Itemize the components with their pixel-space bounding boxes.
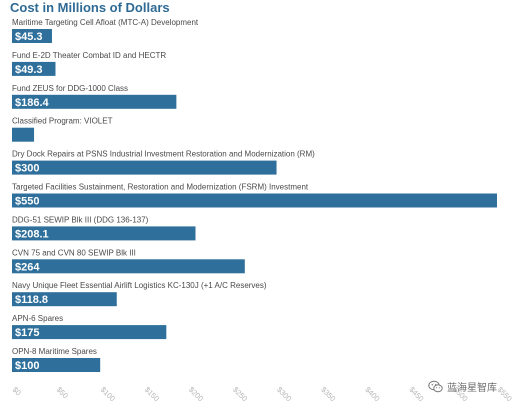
bar <box>12 325 167 340</box>
bar-value-label: $186.4 <box>15 97 50 109</box>
x-tick-label: $400 <box>363 385 381 403</box>
bar <box>12 226 196 241</box>
category-label: Maritime Targeting Cell Afloat (MTC-A) D… <box>12 18 199 27</box>
bar <box>12 259 245 274</box>
bar-value-label: $118.8 <box>15 294 48 306</box>
x-tick-label: $100 <box>99 385 117 403</box>
bar <box>12 29 52 43</box>
watermark-text: 蓝海星智库 <box>447 383 497 394</box>
bar-value-label: $49.3 <box>15 64 43 76</box>
category-label: DDG-51 SEWIP Blk III (DDG 136-137) <box>12 215 149 224</box>
bar <box>12 127 35 142</box>
bar <box>12 94 177 109</box>
bar <box>12 292 117 307</box>
category-label: Targeted Facilities Sustainment, Restora… <box>12 183 309 192</box>
category-label: APN-6 Spares <box>12 314 63 323</box>
bar <box>12 193 497 208</box>
category-label: Dry Dock Repairs at PSNS Industrial Inve… <box>12 150 315 159</box>
bar-value-label: $300 <box>15 163 39 175</box>
category-label: CVN 75 and CVN 80 SEWIP Blk III <box>12 248 136 257</box>
bar-value-label: $100 <box>15 360 39 372</box>
category-label: Fund ZEUS for DDG-1000 Class <box>12 84 128 93</box>
x-tick-label: $0 <box>11 385 23 397</box>
bar-value-label: $264 <box>15 261 40 273</box>
bar <box>12 61 56 76</box>
bar-value-label: $175 <box>15 327 39 339</box>
wechat-icon <box>428 380 443 393</box>
x-tick-label: $450 <box>407 385 425 403</box>
x-tick-label: $300 <box>275 385 293 403</box>
category-label: Classified Program: VIOLET <box>12 117 113 126</box>
x-tick-label: $250 <box>231 385 249 403</box>
bar <box>12 358 101 372</box>
bar <box>12 160 277 175</box>
x-tick-label: $50 <box>55 385 70 400</box>
chart-title: Cost in Millions of Dollars <box>10 0 170 15</box>
watermark: 蓝海星智库 <box>428 379 497 394</box>
x-tick-label: $550 <box>496 385 514 403</box>
x-tick-label: $200 <box>187 385 205 403</box>
category-label: Fund E-2D Theater Combat ID and HECTR <box>12 51 166 60</box>
category-label: Navy Unique Fleet Essential Airlift Logi… <box>12 281 267 290</box>
bar-value-label: $45.3 <box>15 31 43 43</box>
x-tick-label: $350 <box>319 385 337 403</box>
x-tick-label: $150 <box>143 385 161 403</box>
bar-value-label: $208.1 <box>15 228 49 240</box>
bar-value-label: $550 <box>15 196 39 208</box>
category-label: OPN-8 Maritime Spares <box>12 347 97 356</box>
